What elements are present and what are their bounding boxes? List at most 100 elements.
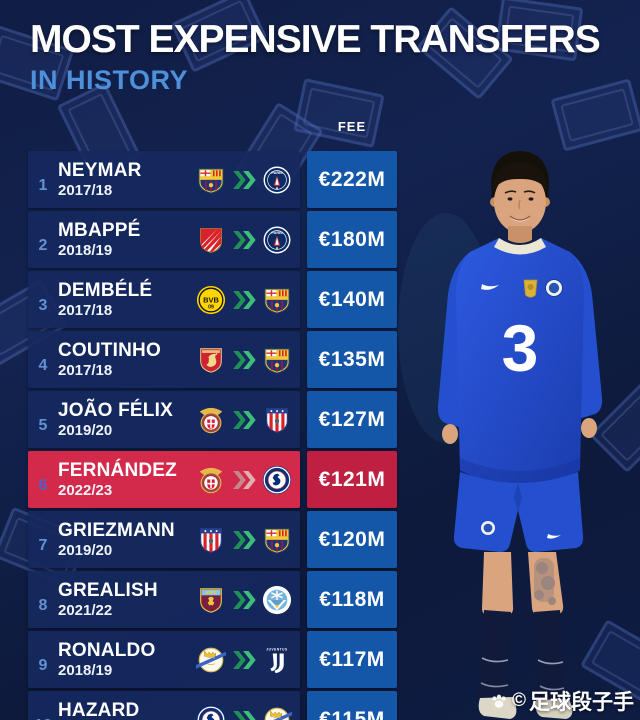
player-name: GRIEZMANN xyxy=(58,520,175,541)
season: 2022/23 xyxy=(58,482,113,499)
barcelona-logo xyxy=(262,345,292,375)
transfer-arrow-icon xyxy=(233,290,256,309)
fee-value: €127M xyxy=(307,391,397,448)
club-transfer xyxy=(196,465,300,495)
player-info: RONALDO 2018/19 xyxy=(58,641,174,678)
liverpool-logo xyxy=(196,345,226,375)
player-info: JOÃO FÉLIX 2019/20 xyxy=(58,401,174,438)
season: 2019/20 xyxy=(58,542,113,559)
season: 2017/18 xyxy=(58,302,113,319)
rank-number: 10 xyxy=(28,717,58,720)
player-name: RONALDO xyxy=(58,640,156,661)
player-name: DEMBÉLÉ xyxy=(58,280,153,301)
transfer-arrow-icon xyxy=(233,530,256,549)
season: 2018/19 xyxy=(58,662,113,679)
chelsea-logo xyxy=(262,465,292,495)
jersey-sponsor-text: 3 xyxy=(502,311,539,385)
season: 2018/19 xyxy=(58,242,113,259)
rank-number: 1 xyxy=(38,176,48,194)
transfer-row: 5 JOÃO FÉLIX 2019/20 €127M xyxy=(28,391,400,448)
page-title: MOST EXPENSIVE TRANSFERS xyxy=(30,18,601,61)
transfer-arrow-icon xyxy=(233,230,256,249)
transfer-row: 7 GRIEZMANN 2019/20 €120M xyxy=(28,511,400,568)
player-info: HAZARD 2019/20 xyxy=(58,701,174,720)
rank-number: 7 xyxy=(38,536,48,554)
player-info: DEMBÉLÉ 2017/18 xyxy=(58,281,174,318)
fee-value: €180M xyxy=(307,211,397,268)
club-transfer xyxy=(196,645,300,675)
player-info: GRIEZMANN 2019/20 xyxy=(58,521,175,558)
club-transfer xyxy=(196,405,300,435)
rank-number: 3 xyxy=(38,296,48,314)
club-transfer xyxy=(196,165,300,195)
psg-logo xyxy=(262,165,292,195)
copyright-icon: © xyxy=(512,690,526,711)
club-transfer xyxy=(196,285,300,315)
season: 2017/18 xyxy=(58,182,113,199)
player-name: JOÃO FÉLIX xyxy=(58,400,173,421)
transfer-arrow-icon xyxy=(233,590,256,609)
transfer-list: 1 NEYMAR 2017/18 €222M 2 xyxy=(28,151,400,720)
barcelona-logo xyxy=(262,285,292,315)
season: 2019/20 xyxy=(58,422,113,439)
transfer-row: 3 DEMBÉLÉ 2017/18 €140M xyxy=(28,271,400,328)
player-name: FERNÁNDEZ xyxy=(58,460,177,481)
transfer-row: 9 RONALDO 2018/19 €117M xyxy=(28,631,400,688)
villa-logo xyxy=(196,585,226,615)
fee-value: €121M xyxy=(307,451,397,508)
fee-value: €135M xyxy=(307,331,397,388)
player-name: COUTINHO xyxy=(58,340,161,361)
club-transfer xyxy=(196,705,300,720)
club-transfer xyxy=(196,225,300,255)
rank-number: 2 xyxy=(38,236,48,254)
transfer-row-main: 1 NEYMAR 2017/18 xyxy=(28,151,300,208)
monaco-logo xyxy=(196,225,226,255)
fee-column-header: FEE xyxy=(337,119,367,134)
player-info: GREALISH 2021/22 xyxy=(58,581,174,618)
fee-value: €117M xyxy=(307,631,397,688)
barcelona-logo xyxy=(262,525,292,555)
juventus-logo xyxy=(262,645,292,675)
transfer-arrow-icon xyxy=(233,710,256,720)
benfica-logo xyxy=(196,465,226,495)
transfer-row-main: 7 GRIEZMANN 2019/20 xyxy=(28,511,300,568)
fee-value: €222M xyxy=(307,151,397,208)
barcelona-logo xyxy=(196,165,226,195)
transfer-row: 10 HAZARD 2019/20 €115M xyxy=(28,691,400,720)
transfer-row: 6 FERNÁNDEZ 2022/23 €121M xyxy=(28,451,400,508)
transfer-arrow-icon xyxy=(233,650,256,669)
transfer-row-main: 9 RONALDO 2018/19 xyxy=(28,631,300,688)
chelsea-logo xyxy=(196,705,226,720)
transfer-arrow-icon xyxy=(233,350,256,369)
rank-number: 4 xyxy=(38,356,48,374)
rank-number: 5 xyxy=(38,416,48,434)
realmadrid-logo xyxy=(262,705,292,720)
atletico-logo xyxy=(262,405,292,435)
rank-number: 9 xyxy=(38,656,48,674)
player-photo: 3 xyxy=(398,151,603,719)
page-subtitle: IN HISTORY xyxy=(30,64,189,95)
header: MOST EXPENSIVE TRANSFERS IN HISTORY xyxy=(30,18,601,96)
transfer-row: 8 GREALISH 2021/22 €118M xyxy=(28,571,400,628)
player-info: FERNÁNDEZ 2022/23 xyxy=(58,461,177,498)
transfer-row-main: 5 JOÃO FÉLIX 2019/20 xyxy=(28,391,300,448)
club-transfer xyxy=(196,525,300,555)
watermark-text: 足球段子手 xyxy=(529,691,634,714)
transfer-row-main: 4 COUTINHO 2017/18 xyxy=(28,331,300,388)
fee-value: €115M xyxy=(307,691,397,720)
season: 2017/18 xyxy=(58,362,113,379)
fee-value: €120M xyxy=(307,511,397,568)
player-info: NEYMAR 2017/18 xyxy=(58,161,174,198)
realmadrid-logo xyxy=(196,645,226,675)
transfer-row: 1 NEYMAR 2017/18 €222M xyxy=(28,151,400,208)
rank-number: 8 xyxy=(38,596,48,614)
player-name: GREALISH xyxy=(58,580,158,601)
transfer-row-main: 8 GREALISH 2021/22 xyxy=(28,571,300,628)
player-info: COUTINHO 2017/18 xyxy=(58,341,174,378)
transfer-row: 4 COUTINHO 2017/18 €135M xyxy=(28,331,400,388)
rank-number: 6 xyxy=(38,476,48,494)
psg-logo xyxy=(262,225,292,255)
transfer-row-main: 6 FERNÁNDEZ 2022/23 xyxy=(28,451,300,508)
transfer-arrow-icon xyxy=(233,410,256,429)
